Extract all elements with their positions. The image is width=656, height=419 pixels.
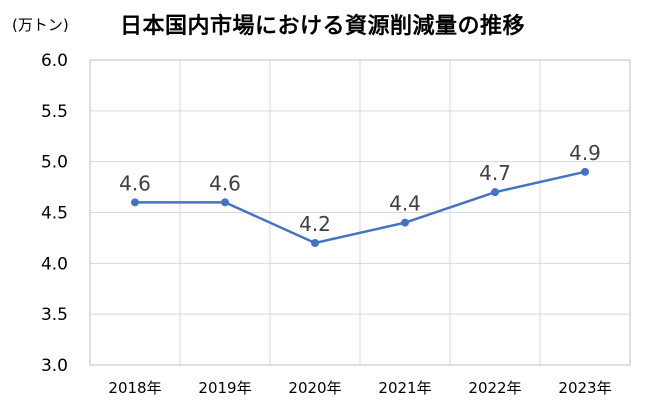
y-tick-label: 3.5 (41, 305, 68, 325)
data-label: 4.7 (479, 161, 511, 185)
y-tick-label: 5.0 (41, 153, 68, 173)
data-point (221, 198, 229, 207)
x-tick-label: 2019年 (198, 379, 251, 397)
data-point (401, 218, 409, 227)
y-tick-label: 4.0 (41, 254, 68, 274)
x-tick-label: 2021年 (378, 379, 431, 397)
x-tick-label: 2018年 (108, 379, 161, 397)
y-tick-label: 4.5 (41, 204, 68, 224)
data-label: 4.6 (209, 171, 241, 195)
y-tick-label: 5.5 (41, 102, 68, 122)
data-point (491, 188, 499, 197)
x-tick-label: 2023年 (558, 379, 611, 397)
plot-area (89, 59, 631, 366)
data-label: 4.2 (299, 212, 331, 236)
series-line (135, 170, 586, 245)
data-label: 4.9 (569, 141, 601, 165)
y-unit-label: (万トン) (12, 16, 69, 34)
y-tick-label: 6.0 (41, 51, 68, 71)
data-label: 4.4 (389, 192, 421, 216)
data-point (581, 167, 589, 176)
x-tick-label: 2022年 (468, 379, 521, 397)
x-tick-label: 2020年 (288, 379, 341, 397)
data-label: 4.6 (119, 171, 151, 195)
chart-title: 日本国内市場における資源削減量の推移 (120, 14, 526, 39)
data-point (131, 198, 139, 207)
y-tick-label: 3.0 (41, 356, 68, 376)
data-point (311, 239, 319, 247)
